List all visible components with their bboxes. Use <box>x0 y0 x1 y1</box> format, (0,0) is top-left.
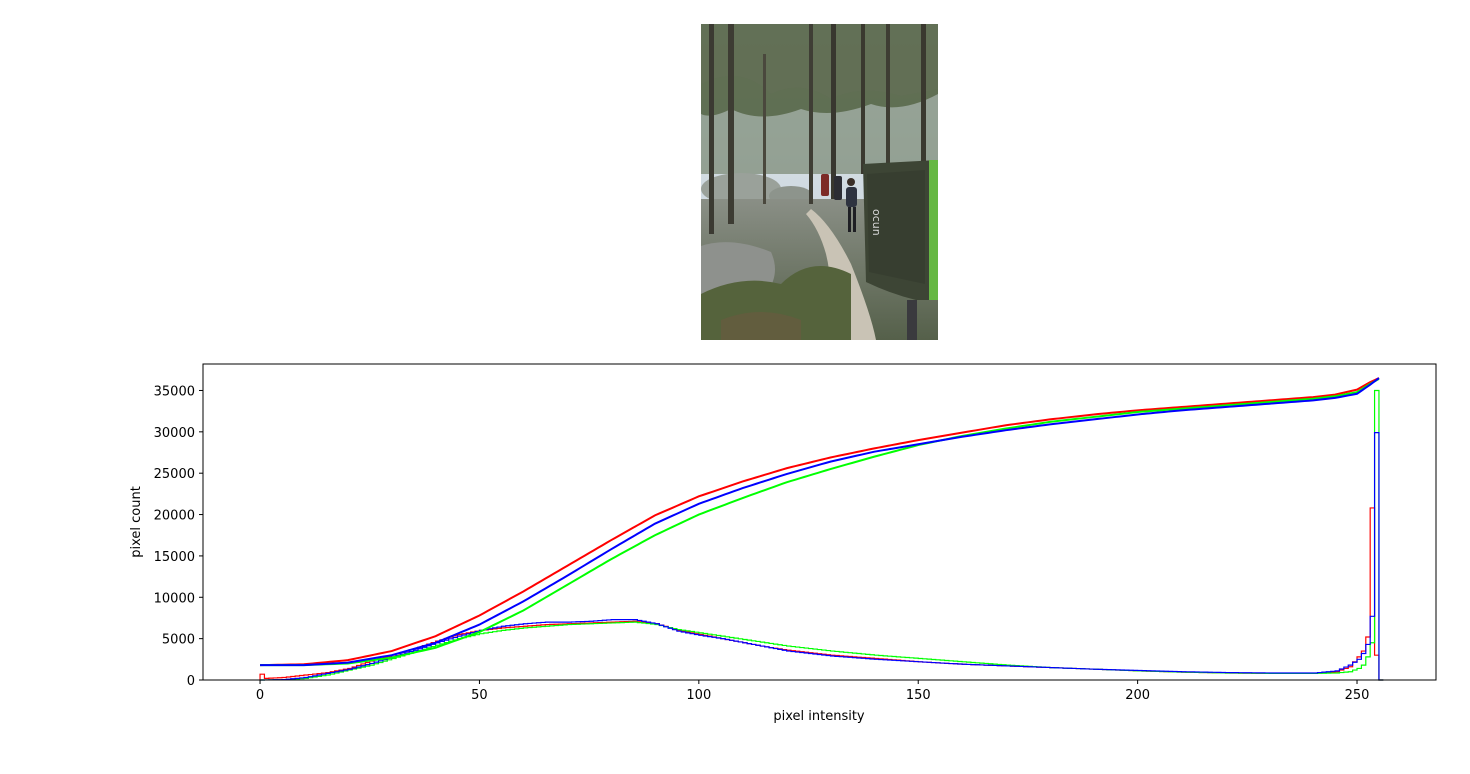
x-axis-ticks: 0 50 100 150 200 250 <box>256 680 1370 703</box>
y-tick-label: 20000 <box>154 509 195 524</box>
y-tick-label: 35000 <box>154 384 195 399</box>
y-tick-label: 15000 <box>154 550 195 565</box>
y-tick-label: 5000 <box>162 633 195 648</box>
x-tick-label: 0 <box>256 688 264 703</box>
x-axis-label: pixel intensity <box>773 709 865 724</box>
x-tick-label: 50 <box>471 688 488 703</box>
cumulative-line-1 <box>260 378 1380 667</box>
y-tick-label: 30000 <box>154 426 195 441</box>
plot-area <box>203 364 1436 680</box>
y-tick-label: 0 <box>187 674 195 689</box>
y-axis-label: pixel count <box>129 486 144 558</box>
x-tick-label: 250 <box>1345 688 1370 703</box>
x-tick-label: 200 <box>1125 688 1150 703</box>
y-axis-ticks: 0 5000 10000 15000 20000 25000 30000 35000 <box>154 384 203 689</box>
y-tick-label: 10000 <box>154 591 195 606</box>
cumulative-line-0 <box>260 377 1380 667</box>
y-tick-label: 25000 <box>154 467 195 482</box>
plot-frame <box>202 363 1437 681</box>
cumulative-line-2 <box>260 377 1380 667</box>
pad-logo-text: ocun <box>870 209 883 236</box>
x-tick-label: 100 <box>686 688 711 703</box>
x-tick-label: 150 <box>906 688 931 703</box>
cumulative-line-layer <box>260 377 1380 667</box>
trail-photo: ocun <box>701 24 938 340</box>
